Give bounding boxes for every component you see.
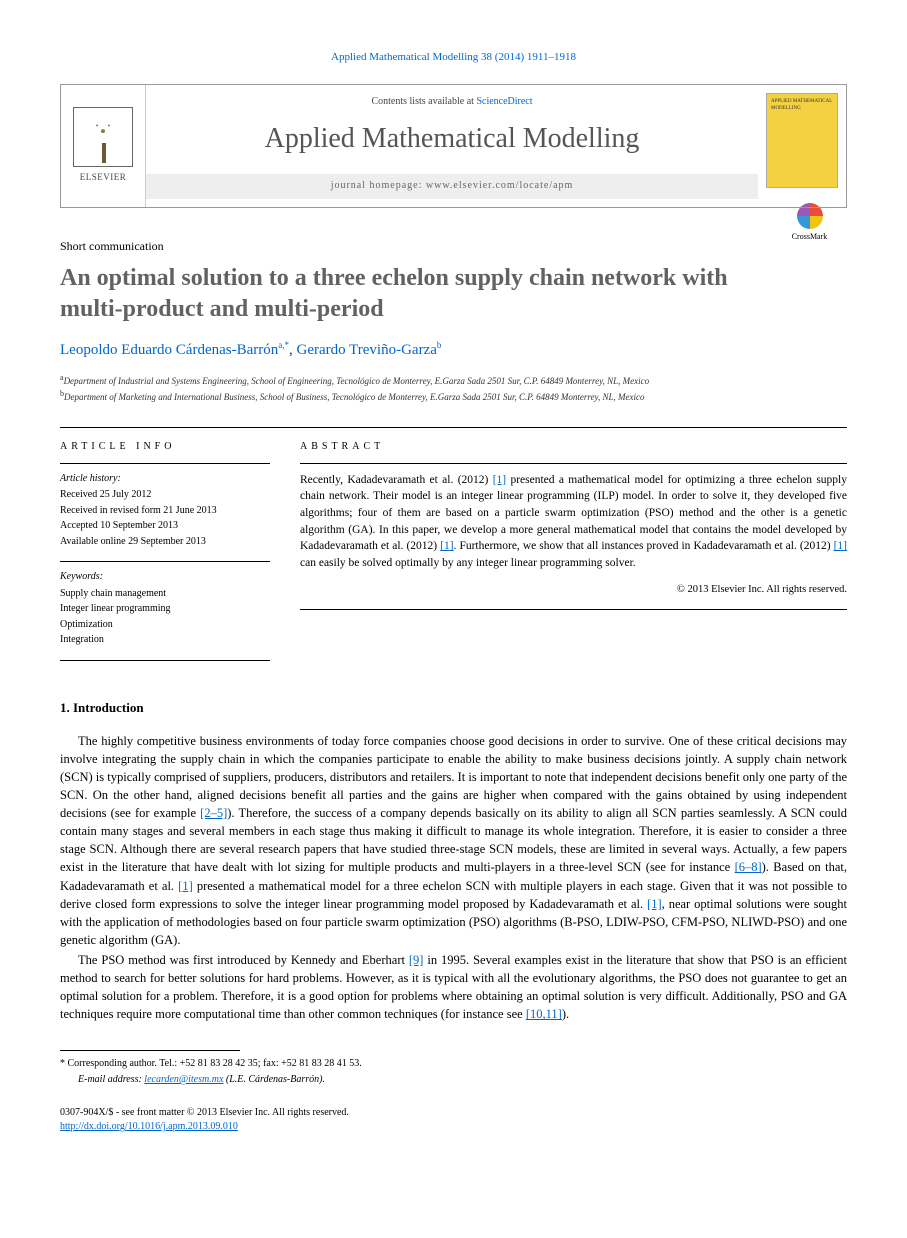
divider (300, 463, 847, 464)
article-type: Short communication (60, 238, 847, 255)
divider (300, 609, 847, 610)
author-2-marks: b (437, 340, 442, 350)
masthead: ELSEVIER Contents lists available at Sci… (60, 84, 847, 208)
ref-link-1[interactable]: [1] (178, 879, 193, 893)
divider (60, 427, 847, 428)
intro-para-1: The highly competitive business environm… (60, 732, 847, 950)
keywords-title: Keywords: (60, 570, 270, 585)
article-info-panel: ARTICLE INFO Article history: Received 2… (60, 440, 270, 669)
publisher-logo: ELSEVIER (61, 85, 146, 207)
citation-header: Applied Mathematical Modelling 38 (2014)… (60, 50, 847, 66)
ref-link-1[interactable]: [1] (440, 540, 453, 552)
divider (60, 561, 270, 562)
article-title: An optimal solution to a three echelon s… (60, 263, 847, 325)
divider (60, 463, 270, 464)
keyword-2: Integer linear programming (60, 602, 270, 617)
abstract-panel: ABSTRACT Recently, Kadadevaramath et al.… (300, 440, 847, 669)
bottom-matter: 0307-904X/$ - see front matter © 2013 El… (60, 1106, 847, 1135)
author-2[interactable]: Gerardo Treviño-Garza (297, 342, 437, 358)
journal-cover-thumbnail: APPLIED MATHEMATICAL MODELLING (766, 93, 838, 188)
abstract-text: Recently, Kadadevaramath et al. (2012) [… (300, 472, 847, 572)
journal-name: Applied Mathematical Modelling (146, 119, 758, 160)
divider (60, 660, 270, 661)
email-line: E-mail address: lecarden@itesm.mx (L.E. … (78, 1073, 847, 1088)
ref-link-2-5[interactable]: [2–5] (200, 806, 227, 820)
ref-link-1[interactable]: [1] (834, 540, 847, 552)
keyword-3: Optimization (60, 618, 270, 633)
contents-lists-line: Contents lists available at ScienceDirec… (146, 95, 758, 110)
masthead-center: Contents lists available at ScienceDirec… (146, 85, 758, 207)
keyword-1: Supply chain management (60, 587, 270, 602)
issn-copyright: 0307-904X/$ - see front matter © 2013 El… (60, 1106, 847, 1121)
history-accepted: Accepted 10 September 2013 (60, 519, 270, 534)
abstract-copyright: © 2013 Elsevier Inc. All rights reserved… (300, 582, 847, 597)
ref-link-1[interactable]: [1] (647, 897, 662, 911)
article-info-heading: ARTICLE INFO (60, 440, 270, 455)
ref-link-9[interactable]: [9] (409, 953, 424, 967)
author-1-marks: a,* (278, 340, 289, 350)
section-1-heading: 1. Introduction (60, 699, 847, 718)
ref-link-10-11[interactable]: [10,11] (526, 1007, 562, 1021)
keyword-4: Integration (60, 633, 270, 648)
history-online: Available online 29 September 2013 (60, 535, 270, 550)
history-revised: Received in revised form 21 June 2013 (60, 504, 270, 519)
footnote-divider (60, 1050, 240, 1051)
doi-link[interactable]: http://dx.doi.org/10.1016/j.apm.2013.09.… (60, 1121, 238, 1132)
authors-list: Leopoldo Eduardo Cárdenas-Barróna,*, Ger… (60, 339, 847, 362)
ref-link-6-8[interactable]: [6–8] (735, 860, 762, 874)
crossmark-label: CrossMark (792, 232, 828, 241)
homepage-prefix: journal homepage: (331, 180, 426, 191)
ref-link-1[interactable]: [1] (493, 474, 506, 486)
history-title: Article history: (60, 472, 270, 487)
affiliation-b: bDepartment of Marketing and Internation… (60, 388, 847, 404)
intro-para-2: The PSO method was first introduced by K… (60, 951, 847, 1024)
affiliation-a: aDepartment of Industrial and Systems En… (60, 372, 847, 388)
abstract-heading: ABSTRACT (300, 440, 847, 455)
affiliations: aDepartment of Industrial and Systems En… (60, 372, 847, 403)
sciencedirect-link[interactable]: ScienceDirect (476, 96, 532, 107)
homepage-url[interactable]: www.elsevier.com/locate/apm (426, 180, 573, 191)
author-1[interactable]: Leopoldo Eduardo Cárdenas-Barrón (60, 342, 278, 358)
corresponding-author: * Corresponding author. Tel.: +52 81 83 … (60, 1057, 847, 1072)
homepage-line: journal homepage: www.elsevier.com/locat… (146, 174, 758, 199)
elsevier-tree-icon (73, 107, 133, 167)
email-link[interactable]: lecarden@itesm.mx (144, 1074, 223, 1085)
crossmark-badge[interactable]: CrossMark (772, 203, 847, 243)
history-received: Received 25 July 2012 (60, 488, 270, 503)
publisher-name: ELSEVIER (80, 171, 127, 184)
contents-prefix: Contents lists available at (371, 96, 476, 107)
